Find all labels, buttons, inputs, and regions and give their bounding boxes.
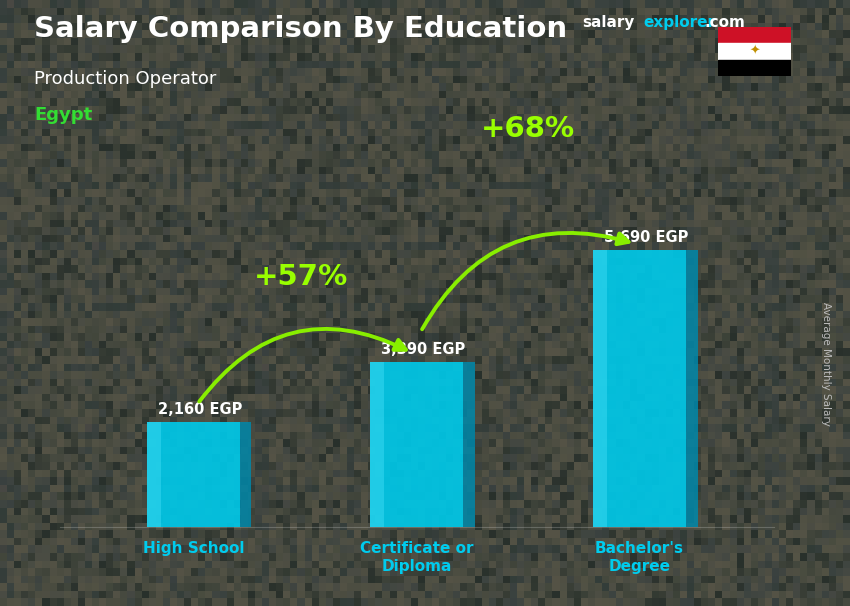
Bar — [718, 27, 791, 44]
Bar — [718, 44, 791, 59]
Text: ✦: ✦ — [749, 45, 760, 58]
Bar — [592, 250, 607, 527]
Bar — [241, 422, 252, 527]
Text: Average Monthly Salary: Average Monthly Salary — [821, 302, 831, 425]
Bar — [146, 422, 241, 527]
Bar — [146, 422, 161, 527]
Text: 5,690 EGP: 5,690 EGP — [604, 230, 689, 245]
Bar — [463, 362, 474, 527]
Text: +68%: +68% — [481, 115, 575, 142]
Bar — [370, 362, 383, 527]
Text: Egypt: Egypt — [34, 106, 93, 124]
Text: salary: salary — [582, 15, 635, 30]
Text: .com: .com — [705, 15, 745, 30]
Bar — [687, 250, 698, 527]
Text: Production Operator: Production Operator — [34, 70, 217, 88]
Bar — [370, 362, 463, 527]
Text: 3,390 EGP: 3,390 EGP — [381, 342, 465, 357]
Text: +57%: +57% — [253, 263, 348, 291]
Bar — [592, 250, 687, 527]
Text: Salary Comparison By Education: Salary Comparison By Education — [34, 15, 567, 43]
Text: explorer: explorer — [643, 15, 716, 30]
Text: 2,160 EGP: 2,160 EGP — [158, 402, 242, 417]
Bar — [718, 59, 791, 76]
